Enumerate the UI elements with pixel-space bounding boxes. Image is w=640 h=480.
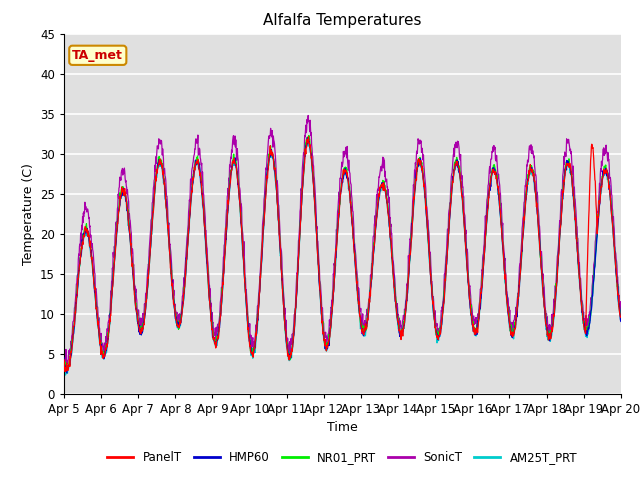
- Y-axis label: Temperature (C): Temperature (C): [22, 163, 35, 264]
- Legend: PanelT, HMP60, NR01_PRT, SonicT, AM25T_PRT: PanelT, HMP60, NR01_PRT, SonicT, AM25T_P…: [102, 446, 582, 469]
- X-axis label: Time: Time: [327, 421, 358, 434]
- Title: Alfalfa Temperatures: Alfalfa Temperatures: [263, 13, 422, 28]
- Text: TA_met: TA_met: [72, 49, 124, 62]
